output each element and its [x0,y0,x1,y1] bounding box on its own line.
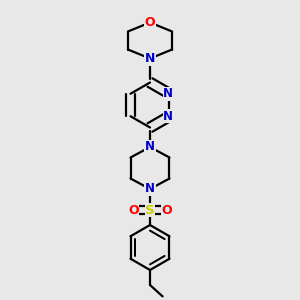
Text: N: N [145,52,155,65]
Text: N: N [145,182,155,196]
Text: O: O [128,203,139,217]
Text: N: N [145,140,155,154]
Text: S: S [145,203,155,217]
Text: N: N [163,87,173,100]
Text: N: N [163,110,173,123]
Text: O: O [145,16,155,29]
Text: O: O [161,203,172,217]
